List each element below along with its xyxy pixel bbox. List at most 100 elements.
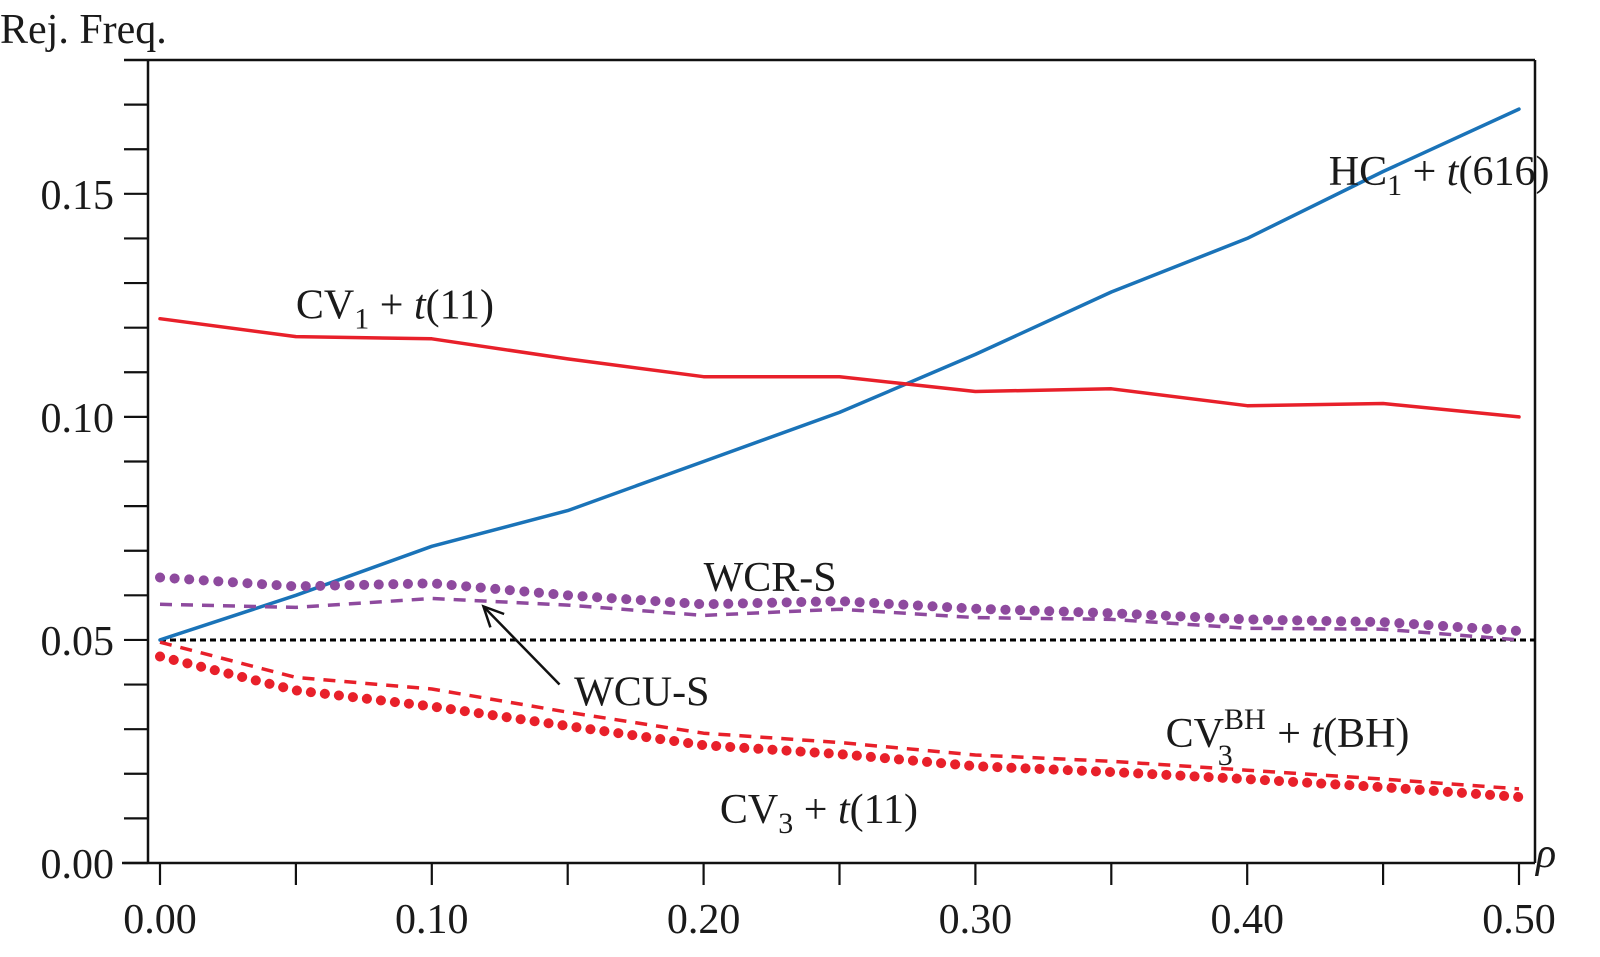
data-point	[295, 586, 296, 587]
arrow-line	[482, 605, 561, 686]
series-cv1-t-11: CV1 + t(11)	[158, 283, 1521, 419]
data-point	[975, 391, 976, 392]
data-point	[839, 609, 840, 610]
series-line	[158, 316, 1521, 419]
data-point	[703, 604, 704, 605]
data-point	[431, 546, 432, 547]
y-tick-label: 0.10	[41, 396, 115, 442]
y-axis-title: Rej. Freq.	[0, 7, 167, 53]
data-point	[839, 754, 840, 755]
data-point	[703, 615, 704, 616]
data-point	[567, 510, 568, 511]
series-label: CV1 + t(11)	[296, 283, 494, 336]
data-point	[567, 595, 568, 596]
data-point	[431, 338, 432, 339]
data-point	[431, 583, 432, 584]
data-point	[295, 595, 296, 596]
data-point	[567, 712, 568, 713]
data-point	[1247, 405, 1248, 406]
x-tick-label: 0.30	[939, 897, 1013, 943]
y-tick-label: 0.15	[41, 173, 115, 219]
data-point	[1247, 779, 1248, 780]
x-tick-label: 0.40	[1210, 897, 1284, 943]
series-label: HC1 + t(616)	[1329, 149, 1550, 202]
series-hc1-t-616: HC1 + t(616)	[158, 107, 1550, 642]
data-point	[1111, 291, 1112, 292]
series-cv3-bh-t-bh: CVBH 3 + t(BH)	[159, 640, 1520, 791]
data-point	[1383, 622, 1384, 623]
data-point	[703, 461, 704, 462]
data-point	[1247, 628, 1248, 629]
data-point	[295, 336, 296, 337]
data-point	[431, 598, 432, 599]
data-point	[1519, 796, 1520, 797]
data-point	[431, 689, 432, 690]
x-tick-label: 0.50	[1482, 897, 1556, 943]
data-point	[567, 605, 568, 606]
data-point	[160, 318, 161, 319]
data-point	[975, 755, 976, 756]
series-line	[155, 651, 1524, 802]
data-point	[295, 690, 296, 691]
series-line	[155, 572, 1524, 636]
data-point	[1383, 403, 1384, 404]
data-point	[160, 604, 161, 605]
series-line	[159, 640, 1520, 791]
x-tick-label: 0.10	[395, 897, 469, 943]
series-line	[158, 107, 1521, 642]
data-point	[160, 639, 161, 640]
data-point	[975, 608, 976, 609]
data-point	[567, 358, 568, 359]
annotation-wcu-s: WCU-S	[481, 604, 709, 715]
data-point	[975, 354, 976, 355]
data-point	[1519, 416, 1520, 417]
data-point	[1247, 770, 1248, 771]
series-cv3-t-11: CV3 + t(11)	[155, 651, 1524, 840]
data-point	[160, 642, 161, 643]
data-point	[567, 726, 568, 727]
data-point	[975, 766, 976, 767]
annotation-layer: WCU-S	[481, 604, 709, 715]
data-point	[1247, 619, 1248, 620]
data-point	[839, 601, 840, 602]
series-line	[159, 596, 1520, 642]
data-point	[1247, 238, 1248, 239]
data-point	[1111, 771, 1112, 772]
data-point	[839, 376, 840, 377]
series-label: CV3 + t(11)	[720, 787, 918, 840]
data-point	[703, 733, 704, 734]
data-point	[1519, 639, 1520, 640]
data-point	[1519, 109, 1520, 110]
data-point	[839, 412, 840, 413]
data-point	[1111, 619, 1112, 620]
data-point	[1383, 787, 1384, 788]
y-tick-label: 0.05	[41, 619, 115, 665]
data-point	[1519, 631, 1520, 632]
x-axis-title: ρ	[1534, 831, 1556, 877]
data-point	[1111, 388, 1112, 389]
data-point	[1383, 629, 1384, 630]
data-point	[160, 656, 161, 657]
data-point	[1111, 613, 1112, 614]
data-point	[295, 607, 296, 608]
data-point	[431, 706, 432, 707]
series-layer: HC1 + t(616) CV1 + t(11) WCR-S CVBH 3 + t(BH…	[155, 107, 1550, 840]
series-wcu-s	[159, 596, 1520, 642]
axis-layer: 0.00 0.05 0.10 0.15 0.00 0.10 0.20 0.30 0.40 0.50	[41, 103, 1556, 943]
data-point	[1383, 779, 1384, 780]
data-point	[295, 677, 296, 678]
data-point	[975, 617, 976, 618]
arrow-head-icon	[481, 604, 505, 628]
x-tick-label: 0.00	[123, 897, 197, 943]
series-label: CVBH 3 + t(BH)	[1166, 703, 1410, 772]
data-point	[1111, 761, 1112, 762]
series-wcr-s: WCR-S	[155, 555, 1524, 636]
x-tick-label: 0.20	[667, 897, 741, 943]
data-point	[703, 745, 704, 746]
series-label: WCR-S	[704, 555, 837, 601]
data-point	[160, 577, 161, 578]
data-point	[703, 376, 704, 377]
y-tick-label: 0.00	[41, 842, 115, 888]
data-point	[1519, 788, 1520, 789]
